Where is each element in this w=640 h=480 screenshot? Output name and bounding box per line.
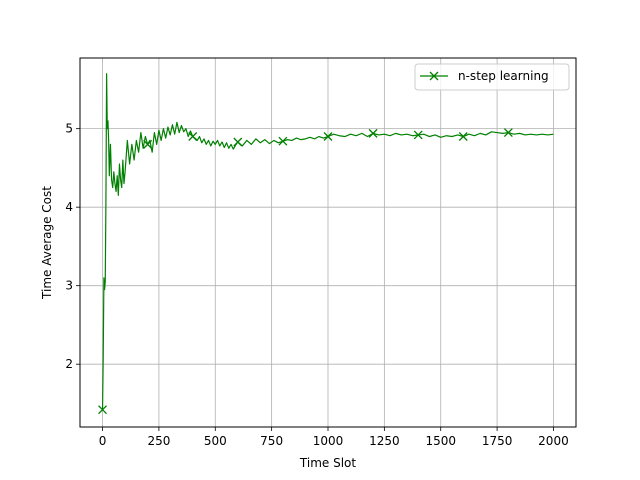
legend: n-step learning (414, 63, 570, 91)
data-point-marker (278, 136, 288, 146)
x-tick-label: 1500 (425, 434, 456, 448)
y-axis-label: Time Average Cost (40, 186, 54, 300)
data-point-marker (503, 128, 513, 138)
grid (80, 58, 576, 427)
data-point-marker (368, 128, 378, 138)
data-point-marker (323, 132, 333, 141)
data-point-marker (143, 139, 153, 149)
data-point-marker (188, 132, 198, 141)
x-tick-label: 250 (147, 434, 170, 448)
y-axis: 2 3 4 5 (65, 122, 80, 371)
series-line (101, 73, 554, 410)
y-tick-label: 3 (65, 279, 73, 293)
x-tick-label: 0 (99, 434, 107, 448)
legend-label: n-step learning (458, 69, 549, 83)
legend-marker-x (429, 71, 439, 81)
y-tick-label: 4 (65, 200, 73, 214)
x-tick-label: 500 (204, 434, 227, 448)
data-point-marker (98, 405, 108, 415)
legend-box (414, 63, 570, 91)
x-tick-label: 750 (260, 434, 283, 448)
x-axis: 0 250 500 750 1000 1250 1500 1750 2000 (99, 427, 569, 448)
x-tick-label: 1750 (482, 434, 513, 448)
x-tick-label: 2000 (538, 434, 569, 448)
data-point-marker (458, 132, 468, 141)
data-point-marker (233, 137, 243, 147)
x-axis-label: Time Slot (299, 456, 356, 470)
x-tick-label: 1250 (369, 434, 400, 448)
y-tick-label: 2 (65, 357, 73, 371)
series-layer (98, 73, 554, 415)
y-tick-label: 5 (65, 122, 73, 136)
data-point-marker (413, 130, 423, 140)
x-tick-label: 1000 (313, 434, 344, 448)
